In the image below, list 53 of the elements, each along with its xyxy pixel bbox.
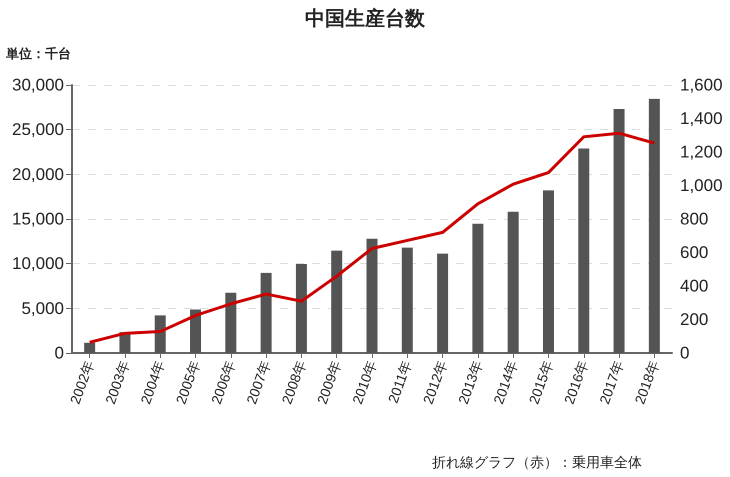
x-tick-label: 2005年	[172, 358, 204, 406]
y2-tick-label: 800	[680, 210, 708, 228]
y2-tick-label: 400	[680, 276, 708, 296]
bar	[402, 248, 413, 353]
x-tick-label: 2018年	[631, 358, 662, 406]
x-tick-label: 2017年	[596, 358, 627, 406]
bar	[190, 309, 202, 353]
bar	[648, 98, 660, 353]
x-tick-label: 2006年	[208, 358, 238, 406]
y-tick-label: 0	[54, 344, 64, 362]
text: 単位：千台	[5, 46, 71, 61]
x-tick-label: 2007年	[243, 358, 274, 406]
y-tick-label: 15,000	[12, 210, 64, 228]
chart-title: 中国生産台数	[305, 7, 426, 30]
y2-tick-label: 200	[680, 310, 708, 329]
bar	[614, 108, 625, 353]
bar	[508, 212, 519, 353]
line-series	[88, 132, 656, 344]
bar	[437, 254, 448, 353]
bar	[542, 190, 554, 353]
y-tick-label: 5,000	[21, 298, 64, 318]
x-tick-label: 2010年	[349, 358, 380, 406]
bar	[154, 315, 166, 353]
x-tick-label: 2004年	[137, 358, 168, 406]
y2-tick-label: 1,200	[680, 142, 723, 162]
y-tick-label: 30,000	[12, 76, 64, 94]
bar	[472, 224, 484, 353]
y-tick-label: 20,000	[12, 164, 64, 184]
y2-tick-label: 1,600	[680, 76, 723, 94]
bar	[84, 342, 96, 353]
y2-tick-label: 1,400	[680, 109, 723, 128]
y-tick-label: 25,000	[12, 120, 64, 140]
bar	[225, 292, 236, 353]
bar	[260, 272, 272, 353]
x-tick-label: 2009年	[314, 358, 344, 406]
x-tick-label: 2002年	[66, 358, 98, 406]
y2-tick-label: 600	[680, 243, 708, 262]
bar	[331, 250, 342, 353]
text: 折れ線グラフ（赤）：乗用車全体	[432, 454, 642, 470]
x-tick-label: 2014年	[490, 358, 521, 406]
x-tick-label: 2012年	[420, 358, 450, 406]
x-tick-label: 2013年	[454, 358, 486, 406]
y2-tick-label: 1,000	[680, 176, 723, 195]
x-tick-label: 2003年	[102, 358, 132, 406]
y-tick-label: 10,000	[12, 254, 64, 274]
y2-tick-label: 0	[680, 344, 690, 362]
bar	[366, 238, 378, 353]
x-tick-label: 2011年	[384, 358, 415, 406]
bar	[578, 148, 590, 353]
x-tick-label: 2015年	[526, 358, 556, 406]
x-tick-label: 2016年	[560, 358, 592, 406]
bar	[296, 264, 307, 353]
x-tick-label: 2008年	[278, 358, 309, 406]
